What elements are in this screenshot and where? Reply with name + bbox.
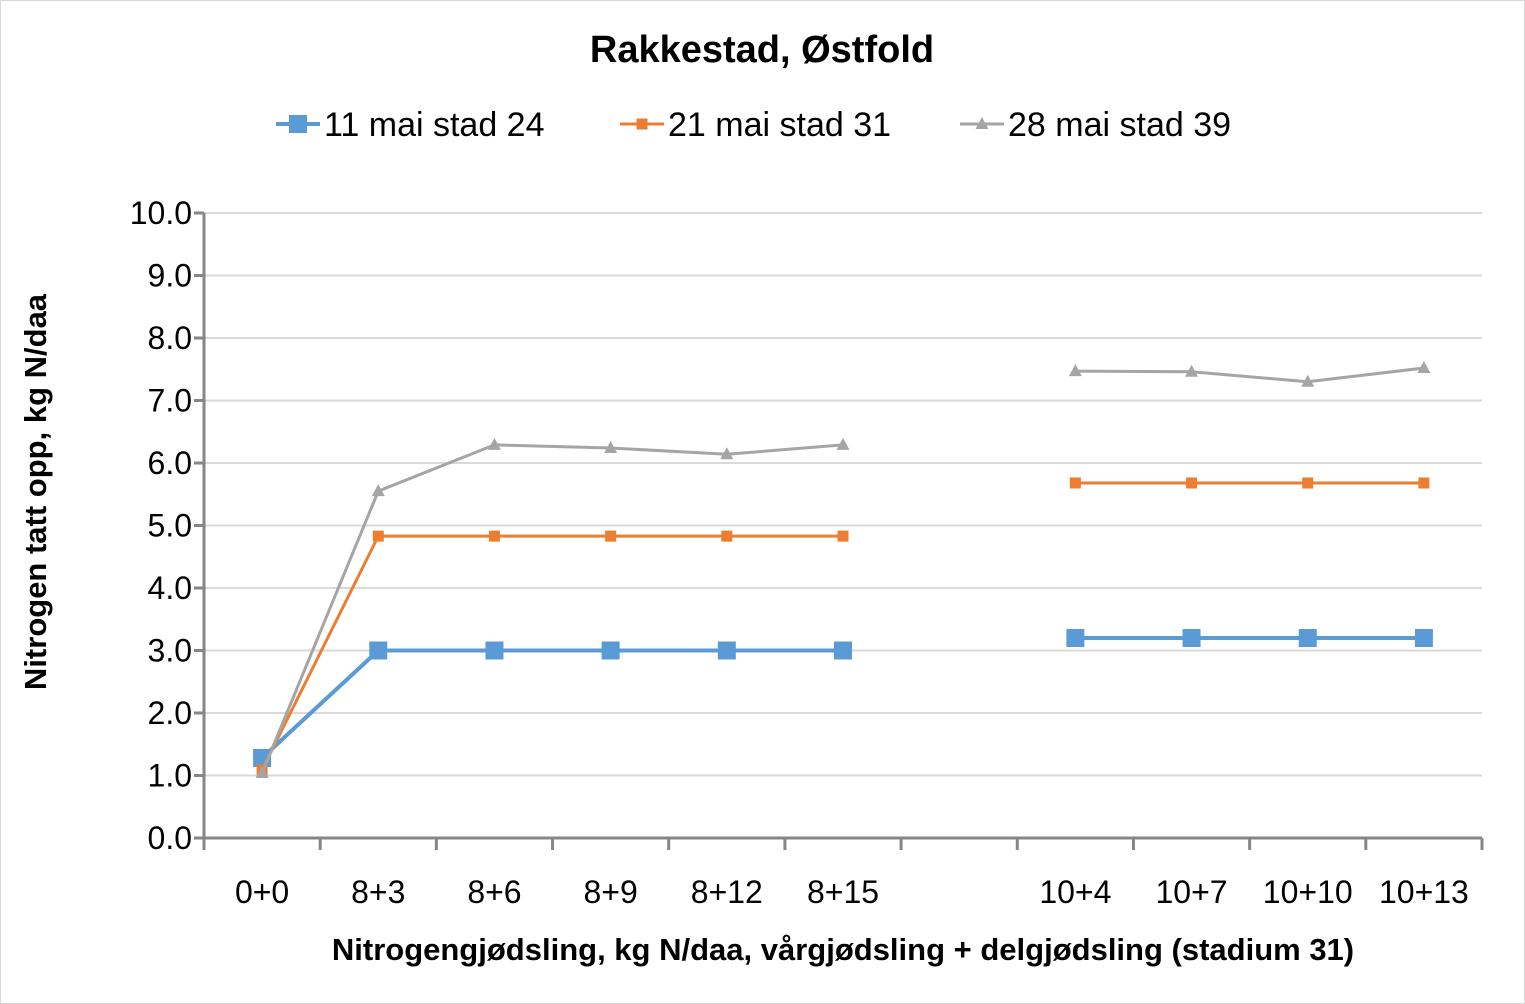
legend-item-1: 21 mai stad 31 xyxy=(620,106,891,144)
x-tick-label: 10+4 xyxy=(1039,874,1111,910)
series-2 xyxy=(255,361,1431,778)
x-tick-label: 8+15 xyxy=(807,874,879,910)
y-tick-label: 1.0 xyxy=(148,758,192,794)
legend-item-2: 28 mai stad 39 xyxy=(960,106,1231,144)
y-tick-label: 9.0 xyxy=(148,258,192,294)
data-point xyxy=(372,530,384,542)
y-axis-title: Nitrogen tatt opp, kg N/daa xyxy=(18,293,53,690)
series-line xyxy=(1075,366,1425,384)
data-point xyxy=(717,641,736,660)
legend-label: 11 mai stad 24 xyxy=(324,106,545,144)
y-tick-label: 10.0 xyxy=(130,195,192,231)
data-point xyxy=(1302,477,1314,489)
data-point xyxy=(720,447,734,460)
legend-marker xyxy=(636,118,648,130)
x-tick-label: 8+12 xyxy=(691,874,763,910)
y-tick-label: 5.0 xyxy=(148,508,192,544)
legend-item-0: 11 mai stad 24 xyxy=(276,106,545,144)
data-point xyxy=(837,530,849,542)
series-group xyxy=(253,361,1433,778)
legend-marker xyxy=(289,115,307,133)
data-point xyxy=(721,530,733,542)
data-point xyxy=(369,641,388,660)
data-point xyxy=(1418,477,1430,489)
x-tick-labels: 0+0 8+3 8+6 8+9 8+12 8+15 10+4 10+7 10+10 10+13 xyxy=(235,874,1469,910)
data-point xyxy=(1068,364,1082,377)
x-tick-label: 10+7 xyxy=(1156,874,1228,910)
y-tick-label: 6.0 xyxy=(148,445,192,481)
chart-title: Rakkestad, Østfold xyxy=(590,29,934,71)
data-point xyxy=(1186,477,1198,489)
y-tick-label: 8.0 xyxy=(148,320,192,356)
data-point xyxy=(1185,364,1199,377)
data-point xyxy=(1182,629,1201,647)
legend-marker xyxy=(975,117,989,129)
data-point xyxy=(487,437,501,450)
y-tick-label: 4.0 xyxy=(148,570,192,606)
x-tick-label: 10+10 xyxy=(1263,874,1353,910)
data-point xyxy=(604,441,618,453)
y-tick-label: 0.0 xyxy=(148,820,192,856)
data-point xyxy=(1417,361,1431,373)
x-tick-label: 10+13 xyxy=(1379,874,1469,910)
x-tick-label: 8+3 xyxy=(351,874,405,910)
data-point xyxy=(1069,477,1081,489)
data-point xyxy=(605,530,617,542)
data-point xyxy=(1414,629,1433,647)
y-tick-labels: 0.0 1.0 2.0 3.0 4.0 5.0 6.0 7.0 8.0 9.0 10.0 xyxy=(130,195,192,856)
data-point xyxy=(834,641,852,660)
legend-label: 28 mai stad 39 xyxy=(1008,106,1231,144)
x-tick-label: 0+0 xyxy=(235,874,289,910)
data-point xyxy=(601,641,620,660)
series-line xyxy=(260,443,844,774)
y-tick-label: 2.0 xyxy=(148,695,192,731)
x-tick-label: 8+9 xyxy=(583,874,637,910)
data-point xyxy=(1301,374,1315,387)
y-tick-label: 3.0 xyxy=(148,633,192,669)
data-point xyxy=(255,766,269,778)
x-axis-title: Nitrogengjødsling, kg N/daa, vårgjødslin… xyxy=(332,932,1354,967)
data-point xyxy=(485,641,504,660)
data-point xyxy=(1066,629,1085,647)
data-point xyxy=(1298,629,1317,647)
series-1 xyxy=(256,477,1430,776)
data-point xyxy=(836,437,850,450)
gridlines xyxy=(204,212,1482,777)
legend: 11 mai stad 24 21 mai stad 31 28 mai stad … xyxy=(276,106,1231,144)
data-point xyxy=(371,484,385,497)
data-point xyxy=(488,530,500,542)
series-line xyxy=(260,534,843,771)
x-tick-label: 8+6 xyxy=(467,874,521,910)
axes xyxy=(194,211,1484,850)
series-line xyxy=(260,648,843,760)
y-tick-label: 7.0 xyxy=(148,383,192,419)
legend-label: 21 mai stad 31 xyxy=(668,106,891,144)
